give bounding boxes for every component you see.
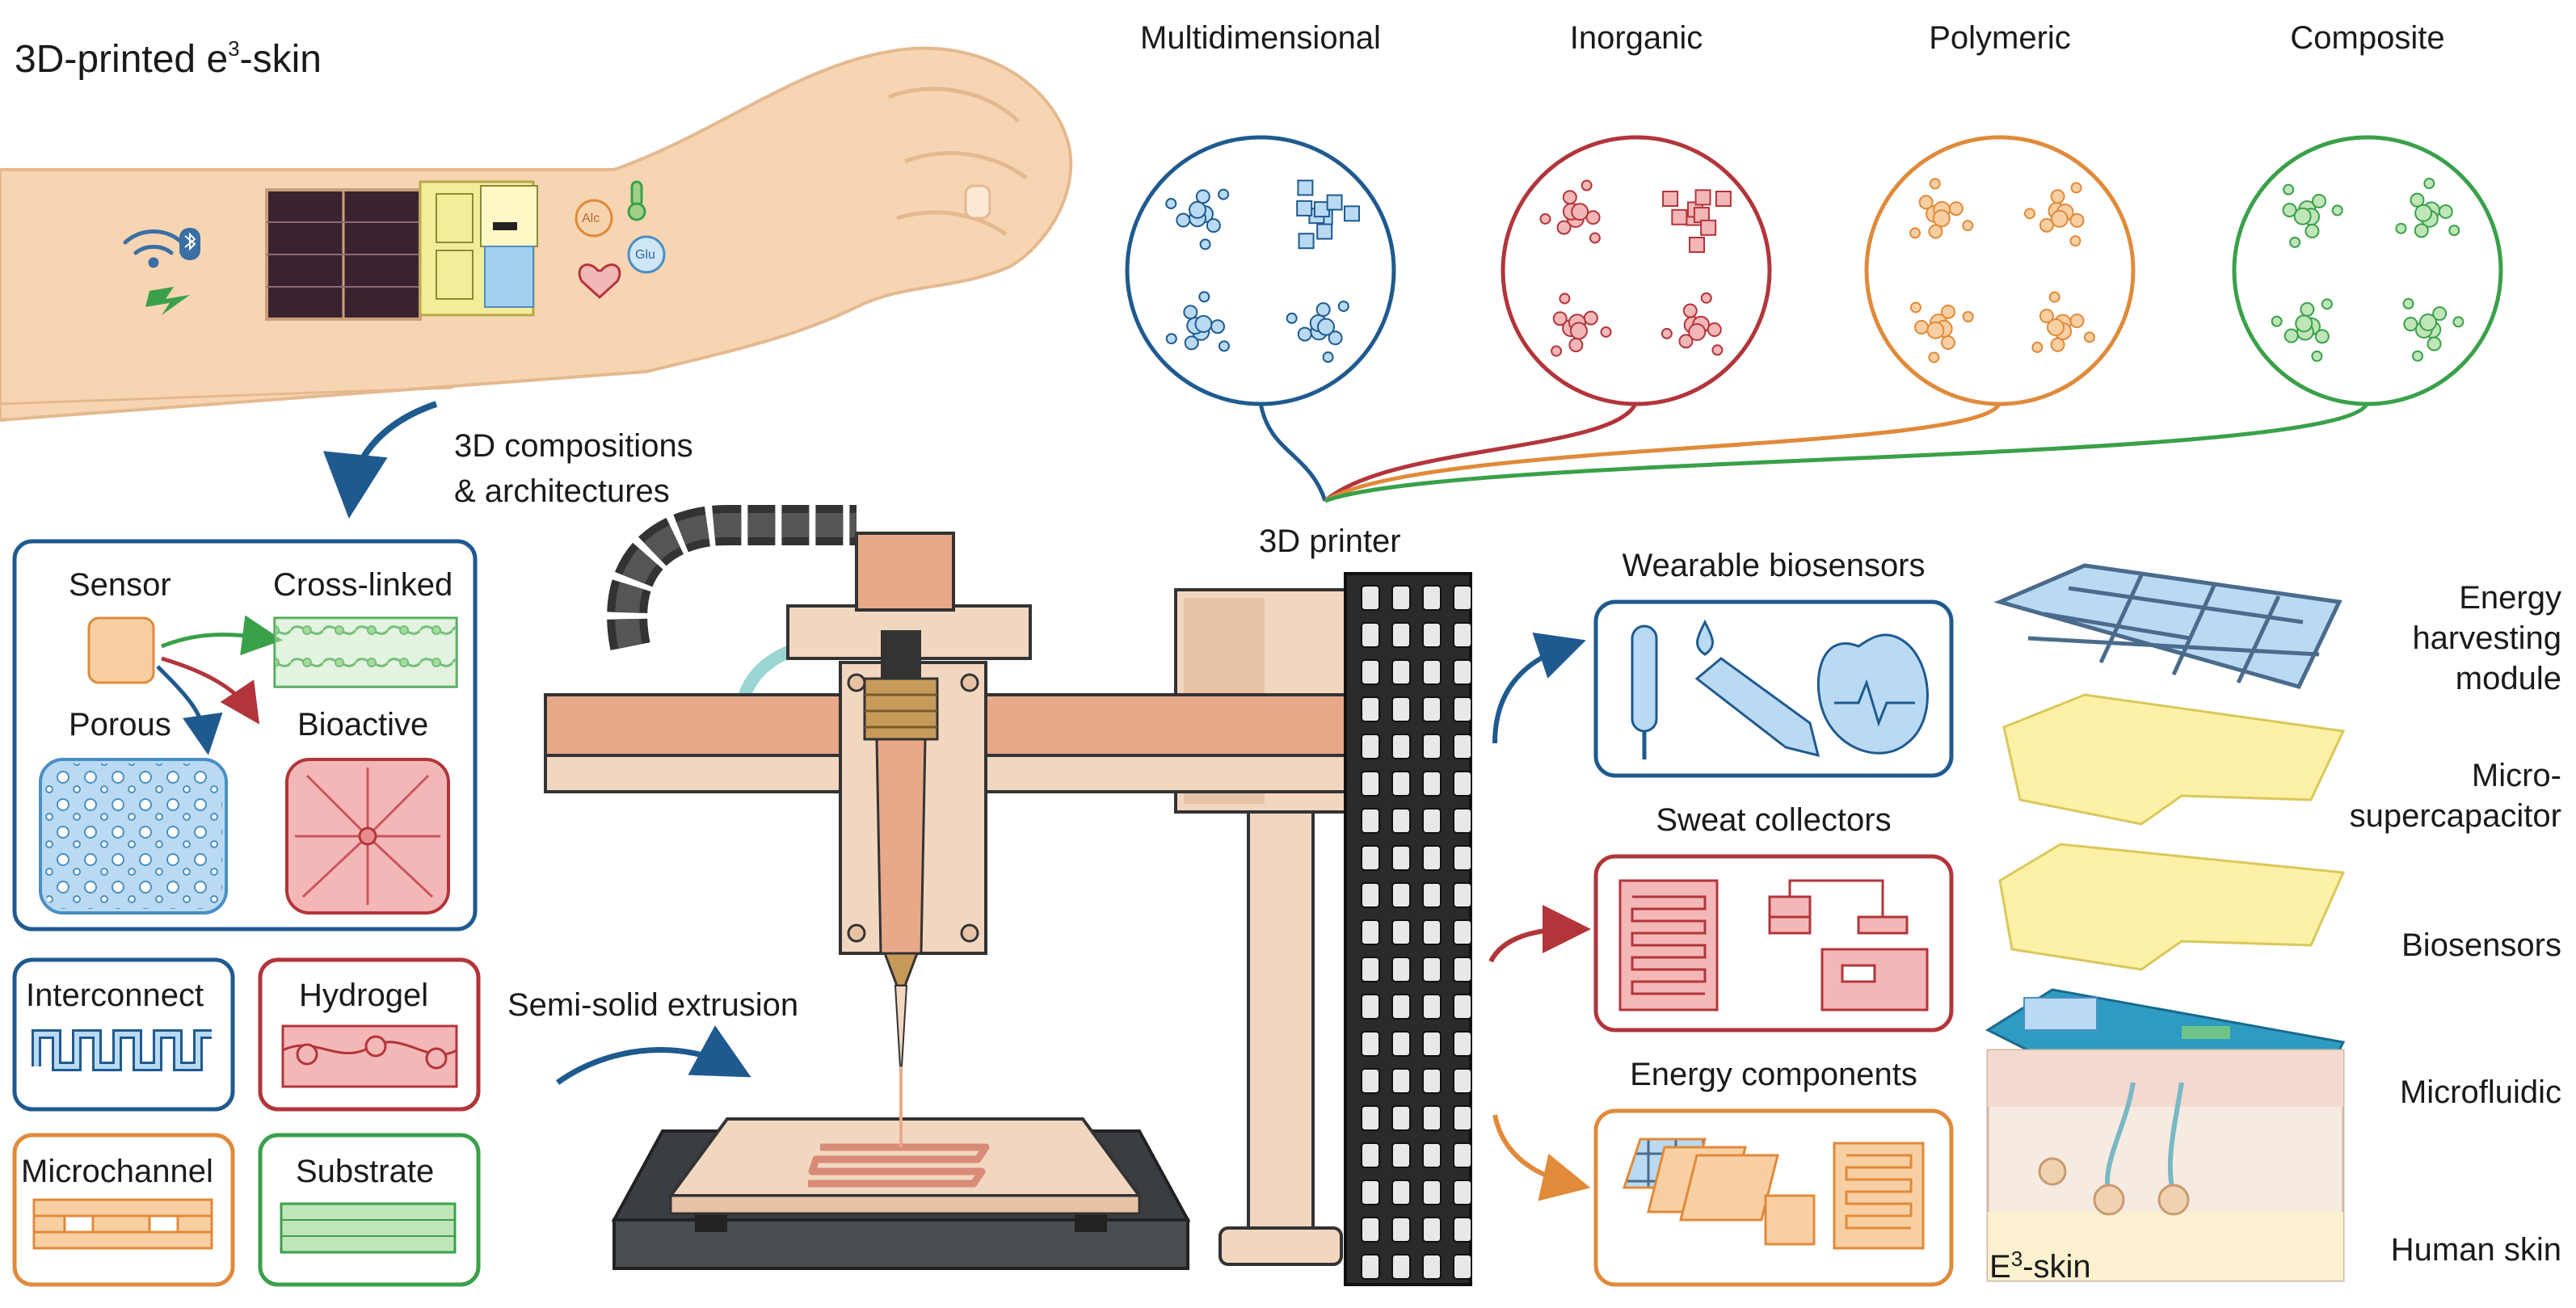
material-label-multidimensional: Multidimensional: [1140, 20, 1381, 56]
layer-label-microfluidic: Microfluidic: [2399, 1075, 2561, 1110]
supercapacitor-layer: [2002, 693, 2346, 826]
layer-label-supercapacitor: Micro- supercapacitor: [2295, 755, 2561, 836]
cross-linked-swatch: [273, 616, 458, 688]
e3-skin-tail: -skin: [2022, 1249, 2091, 1285]
glu-icon: [627, 235, 666, 274]
flow-label-2: & architectures: [454, 473, 670, 509]
arm-illustration: [0, 46, 1073, 423]
e3-skin-sup: 3: [2010, 1247, 2023, 1271]
substrate-pattern: [280, 1202, 457, 1254]
main-title-tail: -skin: [239, 38, 322, 81]
printer-illustration: [544, 505, 1472, 1286]
composition-label-porous: Porous: [69, 707, 171, 742]
arm-circuit-patch: [419, 180, 538, 317]
architecture-label-hydrogel: Hydrogel: [299, 978, 429, 1013]
architecture-label-microchannel: Microchannel: [21, 1154, 213, 1189]
e3-skin-prefix: E: [1989, 1249, 2011, 1285]
nozzle: [894, 985, 908, 1067]
heart-icon: [578, 263, 621, 300]
wifi-icon: [123, 229, 184, 268]
layer-stack: [1985, 563, 2346, 1282]
application-label-biosensors: Wearable biosensors: [1622, 548, 1926, 583]
connector-polymeric: [1324, 401, 2002, 503]
main-title-text: 3D-printed e: [15, 38, 229, 81]
flow-label-1: 3D compositions: [454, 428, 693, 464]
main-title: 3D-printed e3-skin: [15, 36, 322, 82]
layer-line: Energy: [2459, 580, 2561, 616]
layer-line: module: [2455, 661, 2561, 696]
architecture-boxes: [12, 957, 481, 1287]
layer-line: Micro-: [2471, 758, 2561, 793]
architecture-label-interconnect: Interconnect: [26, 978, 204, 1013]
printer-label: 3D printer: [1259, 524, 1401, 559]
printed-pattern: [808, 1143, 990, 1188]
lead-screw: [1344, 572, 1472, 1286]
extrusion-label: Semi-solid extrusion: [507, 987, 799, 1023]
material-circles: [1125, 135, 2503, 406]
arm-solar-panel: [265, 188, 422, 321]
architecture-label-substrate: Substrate: [296, 1154, 435, 1189]
material-label-polymeric: Polymeric: [1929, 20, 2071, 56]
e3-skin-label: E3-skin: [1989, 1247, 2091, 1285]
biosensors-layer: [1998, 843, 2346, 971]
main-title-sup: 3: [228, 36, 240, 61]
energy-harvesting-layer: [1993, 563, 2342, 689]
layer-label-energy-harvesting: Energy harvesting module: [2343, 578, 2561, 699]
energy-component-icons: [1622, 1138, 1925, 1250]
material-label-inorganic: Inorganic: [1569, 20, 1703, 56]
bioactive-swatch: [285, 758, 450, 915]
application-label-energy: Energy components: [1630, 1057, 1917, 1092]
application-label-sweat: Sweat collectors: [1656, 802, 1892, 838]
arm-to-composition-arrow: [323, 401, 438, 519]
layer-label-human-skin: Human skin: [2390, 1232, 2561, 1268]
layer-label-biosensors: Biosensors: [2401, 927, 2561, 963]
layer-line: supercapacitor: [2349, 798, 2561, 834]
lightning-icon: [145, 287, 190, 315]
composition-label-sensor: Sensor: [69, 567, 171, 603]
connector-inorganic: [1324, 401, 1639, 503]
connector-multidimensional: [1258, 402, 1328, 502]
biosensor-icons: [1631, 619, 1929, 759]
material-circle-polymeric: [1864, 135, 2136, 406]
bluetooth-icon: [179, 228, 200, 260]
sensor-square: [87, 616, 155, 684]
alc-label: Alc: [582, 212, 600, 225]
composition-box: [12, 539, 478, 932]
printer-to-energy-arrow: [1492, 1114, 1591, 1201]
extrusion-arrow: [555, 1025, 751, 1085]
material-label-composite: Composite: [2290, 20, 2445, 56]
material-circle-composite: [2232, 135, 2503, 406]
layer-line: harvesting: [2412, 620, 2561, 656]
printer-to-biosensors-arrow: [1492, 632, 1586, 744]
sweat-collector-icons: [1618, 879, 1929, 1011]
material-circle-multidimensional: [1125, 135, 1396, 406]
composition-label-bioactive: Bioactive: [297, 707, 429, 742]
porous-swatch: [39, 758, 228, 915]
connector-composite: [1324, 401, 2370, 503]
glu-label: Glu: [635, 248, 655, 262]
microchannel-pattern: [32, 1198, 213, 1250]
application-boxes: [1593, 599, 1954, 1287]
alc-icon: [575, 199, 613, 238]
material-circle-inorganic: [1501, 135, 1772, 406]
thermometer-icon: [627, 180, 646, 221]
hydrogel-pattern: [281, 1024, 458, 1088]
composition-label-cross-linked: Cross-linked: [273, 567, 453, 603]
printer-to-sweat-arrow: [1488, 905, 1591, 963]
